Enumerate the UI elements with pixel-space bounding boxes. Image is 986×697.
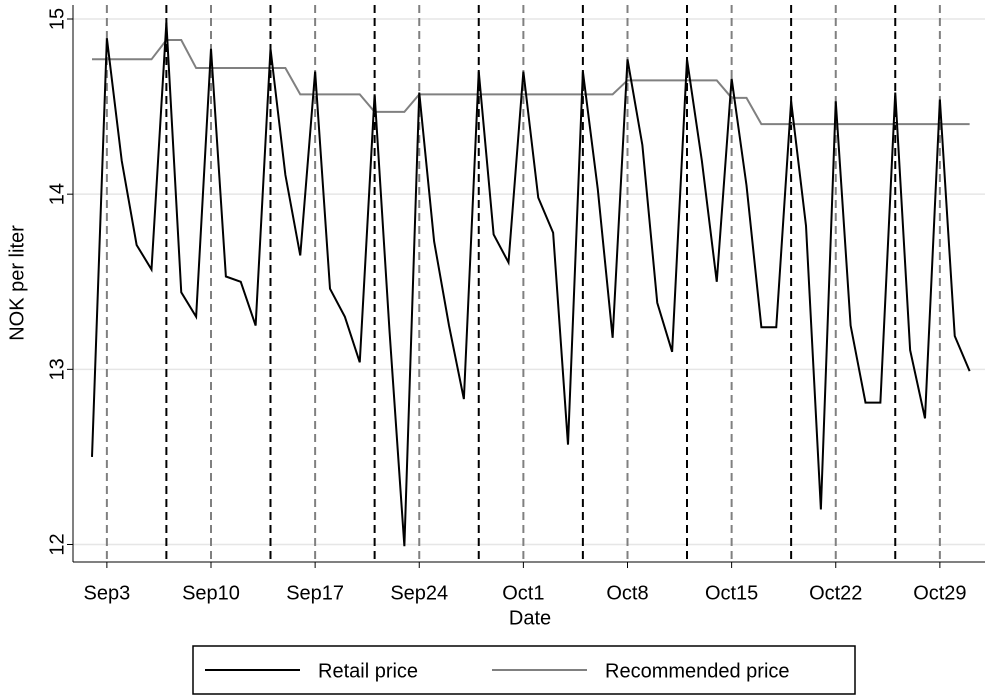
- x-tick-label: Oct29: [913, 582, 966, 604]
- y-tick-label: 13: [46, 358, 68, 380]
- x-tick-label: Oct1: [502, 582, 544, 604]
- x-tick-label: Sep10: [182, 582, 240, 604]
- x-tick-label: Oct8: [606, 582, 648, 604]
- x-tick-label: Sep3: [84, 582, 131, 604]
- x-tick-label: Sep24: [390, 582, 448, 604]
- series-line: [92, 39, 970, 126]
- y-tick-label: 15: [46, 8, 68, 30]
- legend-label: Recommended price: [605, 660, 790, 682]
- y-axis-label: NOK per liter: [6, 225, 28, 341]
- legend-box: [192, 645, 856, 695]
- x-tick-label: Oct15: [705, 582, 758, 604]
- x-tick-label: Sep17: [286, 582, 344, 604]
- x-tick-label: Oct22: [809, 582, 862, 604]
- x-axis-label: Date: [509, 607, 551, 629]
- legend-label: Retail price: [318, 660, 418, 682]
- y-tick-label: 12: [46, 533, 68, 555]
- y-tick-label: 14: [46, 183, 68, 205]
- series-line: [91, 22, 971, 547]
